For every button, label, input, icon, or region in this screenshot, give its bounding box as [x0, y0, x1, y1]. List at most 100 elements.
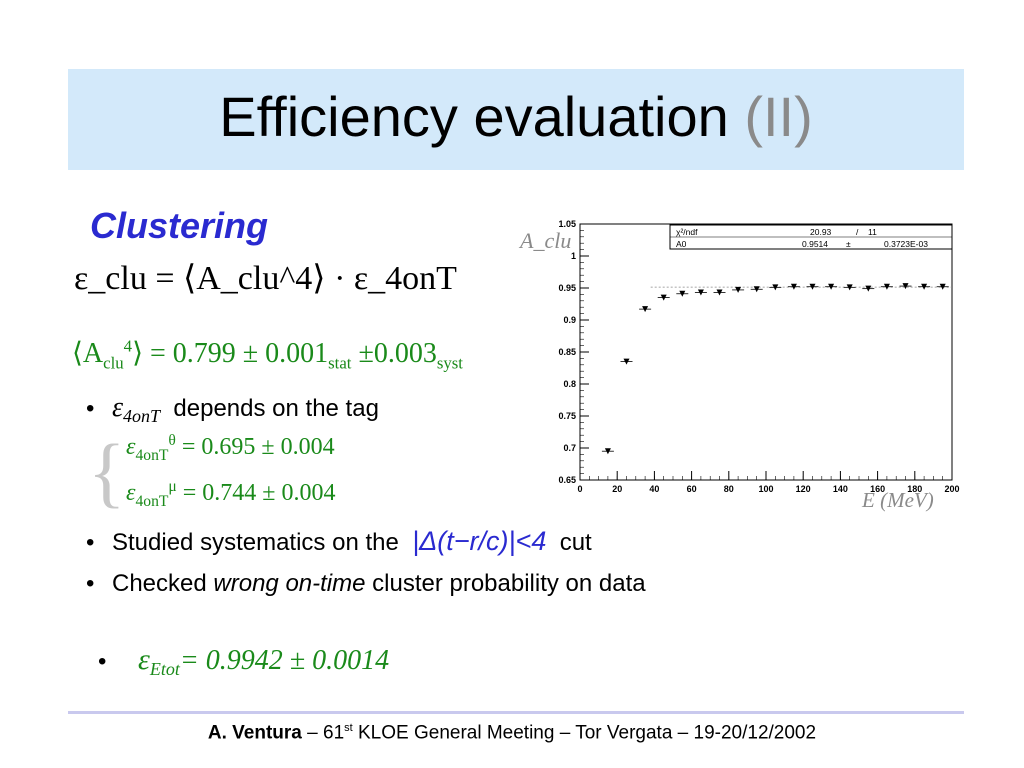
footer-divider [68, 711, 964, 714]
x-tick-label: 120 [796, 484, 811, 494]
y-tick-label: 1.05 [558, 219, 576, 229]
title-accent: (II) [744, 85, 813, 148]
main-equation: ε_clu = ⟨A_clu^4⟩ · ε_4onT [74, 258, 457, 298]
mu-equation: ε4onTμ = 0.744 ± 0.004 [126, 478, 335, 511]
data-point [902, 283, 909, 290]
y-tick-label: 0.7 [563, 443, 576, 453]
bullet-wrong-ontime: • Checked wrong on-time cluster probabili… [86, 570, 646, 598]
theta-sup: θ [168, 432, 176, 449]
bullet-dot-icon: • [86, 570, 95, 597]
y-tick-label: 0.75 [558, 411, 576, 421]
y-tick-label: 0.95 [558, 283, 576, 293]
efficiency-plot: 0.65 0.7 0.75 0.8 0.85 0.9 0.95 1 1.05 0 20 40 60 80 1… [558, 219, 959, 494]
data-point [753, 286, 760, 293]
avg-rhs: ⟩ = 0.799 ± 0.001 [132, 338, 329, 369]
average-equation: ⟨Aclu4⟩ = 0.799 ± 0.001stat ±0.003syst [72, 336, 463, 374]
theta-equation: ε4onTθ = 0.695 ± 0.004 [126, 432, 335, 465]
x-tick-label: 100 [758, 484, 773, 494]
x-tick-label: 20 [612, 484, 622, 494]
theta-value: = 0.695 ± 0.004 [181, 434, 335, 460]
x-tick-label: 80 [724, 484, 734, 494]
cut-text: cut [559, 529, 592, 556]
theta-epsilon: ε [126, 434, 136, 460]
bullet-dot-icon: • [86, 529, 95, 556]
data-point [921, 283, 928, 290]
bullet-dot-icon: • [98, 648, 107, 675]
data-point [865, 285, 872, 292]
y-tick-label: 0.9 [563, 315, 576, 325]
avg-lhs: ⟨A [72, 338, 104, 369]
etot-sub: Etot [149, 658, 180, 679]
footer-author: A. Ventura [207, 722, 302, 744]
x-tick-label: 60 [687, 484, 697, 494]
data-point [735, 286, 742, 293]
mu-value: = 0.744 ± 0.004 [182, 480, 336, 506]
bullet-text: depends on the tag [173, 395, 379, 422]
plot-frame [579, 223, 953, 481]
y-tick-label: 0.65 [558, 475, 576, 485]
mu-sup: μ [168, 478, 177, 495]
etot-value: = 0.9942 ± 0.0014 [179, 645, 390, 676]
bullet-dot-icon: • [86, 395, 95, 422]
y-tick-label: 1 [571, 251, 576, 261]
avg-sup: 4 [123, 336, 133, 356]
stats-a0-value: 0.9514 [802, 239, 828, 249]
avg-syst: syst [436, 353, 463, 373]
left-brace-icon: { [88, 428, 126, 515]
data-point [828, 283, 835, 290]
stats-pm: ± [846, 239, 851, 249]
x-tick-label: 180 [907, 484, 922, 494]
main-equation-text: ε_clu = ⟨A_clu^4⟩ · ε_4onT [74, 260, 457, 297]
footer-ordinal: – 61 [301, 722, 345, 744]
data-point [716, 289, 723, 296]
systematics-text: Studied systematics on the [112, 529, 399, 556]
bullet-tag-dependence: • ε4onT depends on the tag [86, 392, 379, 427]
x-tick-label: 40 [649, 484, 659, 494]
data-point [623, 358, 630, 365]
data-point [697, 289, 704, 296]
data-point [883, 283, 890, 290]
bullet-systematics: • Studied systematics on the |Δ(t−r/c)|<4… [86, 526, 592, 557]
stats-a0-err: 0.3723E-03 [884, 239, 928, 249]
x-tick-label: 140 [833, 484, 848, 494]
bullet-etot: • εEtot= 0.9942 ± 0.0014 [98, 643, 389, 680]
stats-ndf: 11 [868, 227, 877, 237]
stats-chi2-label: χ²/ndf [676, 227, 698, 237]
epsilon-sub: 4onT [123, 405, 161, 426]
epsilon-symbol: ε [112, 392, 124, 423]
stats-chi2-value: 20.93 [810, 227, 832, 237]
data-point [846, 284, 853, 291]
mu-sub: 4onT [135, 492, 169, 510]
y-tick-label: 0.8 [563, 379, 576, 389]
footer: A. Ventura – 61st KLOE General Meeting –… [0, 722, 1024, 744]
data-point [604, 448, 611, 455]
y-tick-label: 0.85 [558, 347, 576, 357]
slide-title: Efficiency evaluation (II) [68, 82, 964, 152]
y-axis-label: A_clu [520, 228, 572, 253]
probability-text: cluster probability on data [372, 570, 646, 597]
delta-cut: |Δ(t−r/c)|<4 [412, 526, 547, 556]
title-main: Efficiency evaluation [219, 85, 729, 148]
data-point [939, 283, 946, 290]
x-tick-label: 160 [870, 484, 885, 494]
wrong-ontime-text: wrong on-time [213, 570, 366, 597]
avg-mid: ±0.003 [351, 338, 437, 369]
data-point [679, 290, 686, 297]
data-point [772, 284, 779, 291]
theta-sub: 4onT [135, 446, 169, 464]
data-point [660, 294, 667, 301]
stats-a0-label: A0 [676, 239, 687, 249]
etot-epsilon: ε [138, 643, 150, 676]
x-axis-label: E (MeV) [862, 488, 934, 512]
data-point [790, 283, 797, 290]
data-point [642, 306, 649, 313]
data-point [809, 283, 816, 290]
title-band [68, 69, 964, 170]
footer-event: KLOE General Meeting – Tor Vergata – 19-… [352, 722, 817, 744]
section-heading: Clustering [90, 205, 269, 246]
checked-text: Checked [112, 570, 207, 597]
avg-stat: stat [328, 353, 352, 373]
stats-sep: / [856, 227, 859, 237]
footer-st: st [344, 722, 353, 734]
avg-sub: clu [103, 353, 124, 373]
